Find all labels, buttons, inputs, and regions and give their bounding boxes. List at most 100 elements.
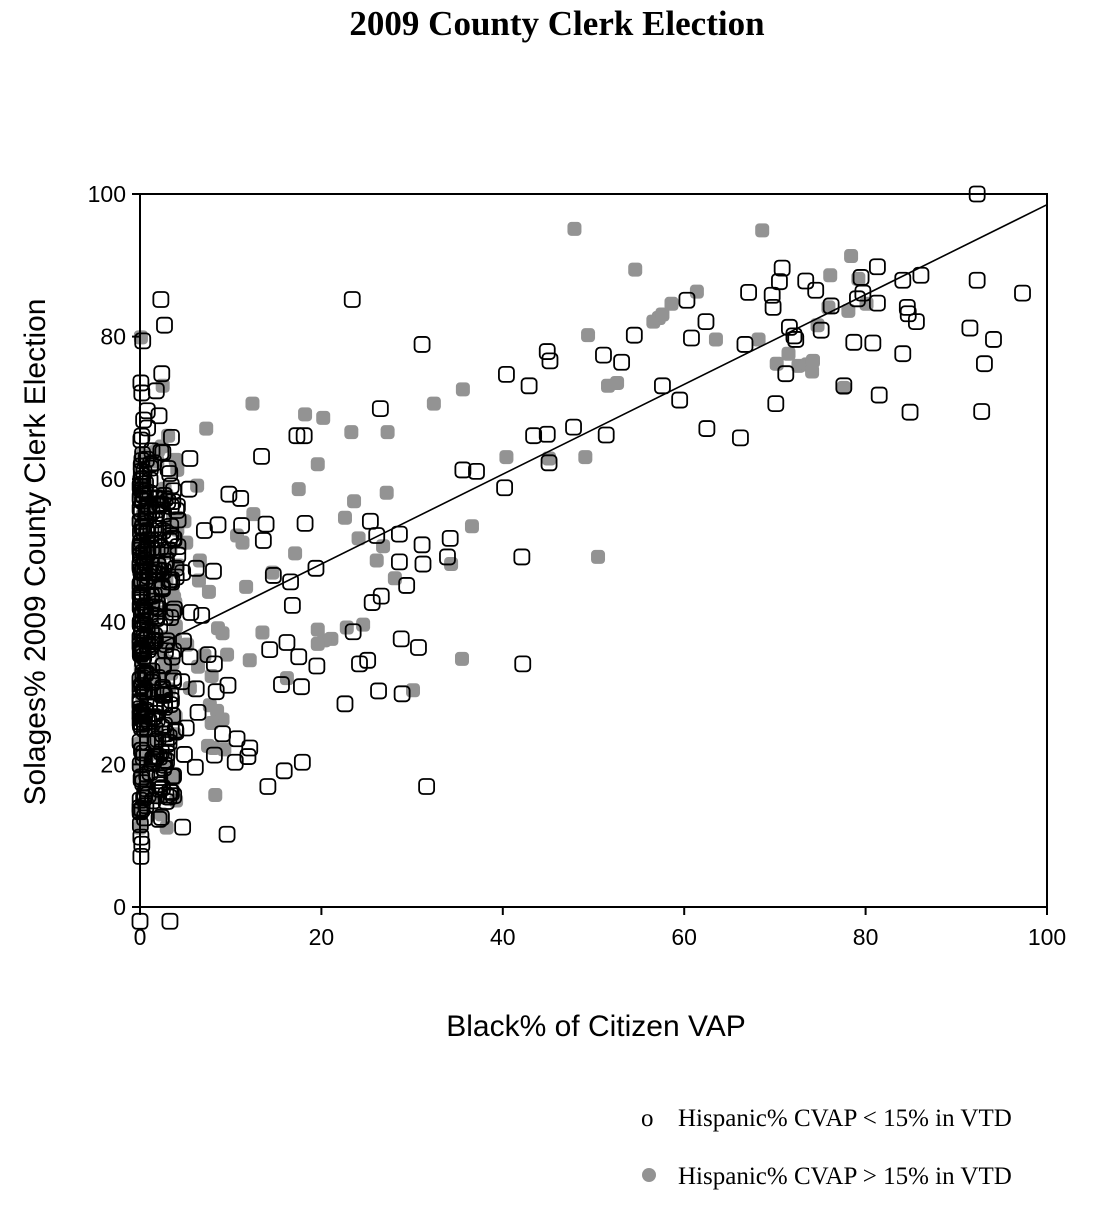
data-point-hispanic-under-15 (365, 595, 380, 610)
data-point-hispanic-over-15 (578, 450, 592, 464)
data-point-hispanic-over-15 (591, 550, 605, 564)
data-point-hispanic-under-15 (672, 393, 687, 408)
data-point-hispanic-under-15 (970, 273, 985, 288)
data-point-hispanic-under-15 (895, 346, 910, 361)
data-point-hispanic-under-15 (285, 598, 300, 613)
data-point-hispanic-under-15 (798, 273, 813, 288)
data-point-hispanic-over-15 (755, 223, 769, 237)
data-point-hispanic-under-15 (614, 355, 629, 370)
data-point-hispanic-under-15 (895, 273, 910, 288)
data-point-hispanic-under-15 (768, 396, 783, 411)
y-tick-label: 0 (113, 894, 126, 920)
data-point-hispanic-under-15 (515, 656, 530, 671)
data-point-hispanic-under-15 (741, 285, 756, 300)
y-tick-label: 100 (88, 181, 126, 207)
data-point-hispanic-over-15 (465, 519, 479, 533)
x-axis-label: Black% of Citizen VAP (446, 1010, 746, 1043)
y-tick-label: 80 (100, 324, 126, 350)
y-tick-label: 20 (100, 751, 126, 777)
data-point-hispanic-under-15 (522, 378, 537, 393)
data-point-hispanic-under-15 (134, 385, 149, 400)
data-point-hispanic-under-15 (566, 420, 581, 435)
data-point-hispanic-over-15 (292, 482, 306, 496)
data-point-hispanic-under-15 (443, 531, 458, 546)
data-point-hispanic-under-15 (986, 332, 1001, 347)
x-tick-label: 40 (490, 924, 516, 950)
data-point-hispanic-under-15 (175, 820, 190, 835)
data-point-hispanic-under-15 (870, 259, 885, 274)
data-point-hispanic-over-15 (311, 637, 325, 651)
data-point-hispanic-over-15 (347, 494, 361, 508)
regression-line (140, 205, 1047, 654)
data-point-hispanic-under-15 (514, 549, 529, 564)
data-point-hispanic-over-15 (208, 788, 222, 802)
data-point-hispanic-under-15 (256, 533, 271, 548)
data-point-hispanic-under-15 (295, 755, 310, 770)
data-point-hispanic-under-15 (337, 696, 352, 711)
hollow-markers-layer (133, 187, 1031, 929)
data-point-hispanic-over-15 (239, 580, 253, 594)
data-point-hispanic-over-15 (844, 249, 858, 263)
data-point-hispanic-over-15 (298, 407, 312, 421)
data-point-hispanic-under-15 (733, 430, 748, 445)
data-point-hispanic-under-15 (392, 554, 407, 569)
data-point-hispanic-over-15 (202, 585, 216, 599)
legend-label-gray: Hispanic% CVAP > 15% in VTD (678, 1163, 1012, 1190)
data-point-hispanic-over-15 (235, 536, 249, 550)
data-point-hispanic-under-15 (260, 779, 275, 794)
data-point-hispanic-under-15 (373, 401, 388, 416)
data-point-hispanic-under-15 (977, 356, 992, 371)
data-point-hispanic-over-15 (455, 652, 469, 666)
data-point-hispanic-under-15 (415, 557, 430, 572)
data-point-hispanic-over-15 (311, 457, 325, 471)
data-point-hispanic-under-15 (182, 451, 197, 466)
data-point-hispanic-under-15 (974, 404, 989, 419)
data-point-hispanic-under-15 (419, 779, 434, 794)
data-point-hispanic-under-15 (655, 378, 670, 393)
data-point-hispanic-under-15 (309, 659, 324, 674)
data-point-hispanic-over-15 (860, 297, 874, 311)
y-axis-label: Solages% 2009 County Clerk Election (19, 299, 52, 806)
data-point-hispanic-under-15 (846, 335, 861, 350)
data-point-hispanic-over-15 (201, 739, 215, 753)
legend-marker-gray (642, 1168, 656, 1182)
data-point-hispanic-under-15 (808, 283, 823, 298)
y-tick-label: 40 (100, 609, 126, 635)
data-point-hispanic-under-15 (411, 640, 426, 655)
data-point-hispanic-under-15 (221, 487, 236, 502)
legend: o Hispanic% CVAP < 15% in VTD Hispanic% … (641, 1105, 1012, 1190)
data-point-hispanic-under-15 (279, 635, 294, 650)
data-point-hispanic-under-15 (699, 421, 714, 436)
data-point-hispanic-under-15 (254, 449, 269, 464)
legend-label-hollow: Hispanic% CVAP < 15% in VTD (678, 1105, 1012, 1132)
legend-glyph-hollow: o (641, 1105, 654, 1132)
data-point-hispanic-under-15 (363, 514, 378, 529)
data-point-hispanic-over-15 (245, 397, 259, 411)
y-tick-label: 60 (100, 466, 126, 492)
data-point-hispanic-under-15 (865, 336, 880, 351)
data-point-hispanic-under-15 (499, 367, 514, 382)
data-point-hispanic-under-15 (291, 649, 306, 664)
data-point-hispanic-under-15 (415, 537, 430, 552)
data-point-hispanic-over-15 (381, 425, 395, 439)
data-point-hispanic-over-15 (370, 553, 384, 567)
data-point-hispanic-under-15 (277, 763, 292, 778)
data-point-hispanic-over-15 (406, 683, 420, 697)
data-point-hispanic-under-15 (294, 679, 309, 694)
x-tick-label: 20 (309, 924, 335, 950)
data-point-hispanic-over-15 (499, 450, 513, 464)
data-point-hispanic-over-15 (243, 653, 257, 667)
data-point-hispanic-under-15 (903, 405, 918, 420)
data-point-hispanic-over-15 (311, 623, 325, 637)
data-point-hispanic-under-15 (962, 321, 977, 336)
data-point-hispanic-over-15 (216, 626, 230, 640)
data-point-hispanic-under-15 (698, 314, 713, 329)
data-point-hispanic-under-15 (415, 337, 430, 352)
data-point-hispanic-over-15 (610, 376, 624, 390)
data-point-hispanic-under-15 (183, 605, 198, 620)
data-point-hispanic-over-15 (581, 328, 595, 342)
data-point-hispanic-under-15 (162, 914, 177, 929)
data-point-hispanic-over-15 (316, 411, 330, 425)
data-point-hispanic-under-15 (394, 631, 409, 646)
x-tick-label: 100 (1028, 924, 1066, 950)
